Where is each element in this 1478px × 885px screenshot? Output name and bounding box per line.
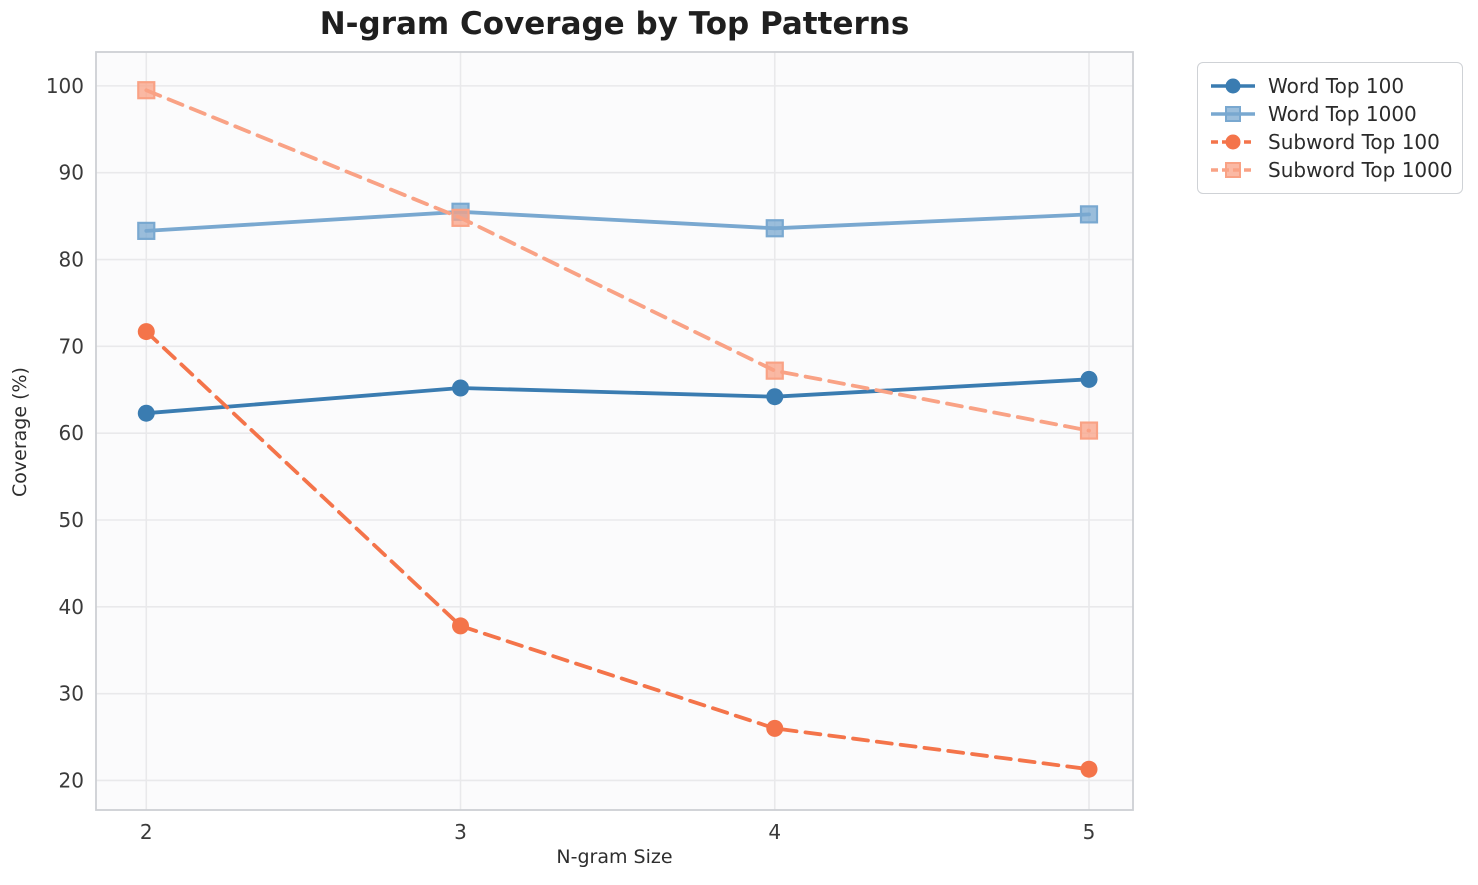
x-tick-label: 3 — [454, 820, 467, 844]
legend-item-word-top-100: Word Top 100 — [1210, 72, 1450, 100]
legend-label: Word Top 100 — [1268, 74, 1405, 98]
series-line-subword-top-100 — [144, 329, 1091, 772]
marker-circle-subword-top-100 — [137, 323, 155, 341]
series-line-subword-top-1000 — [144, 88, 1091, 433]
y-tick-label: 50 — [59, 508, 84, 532]
plot-area — [96, 52, 1133, 810]
legend-item-subword-top-100: Subword Top 100 — [1210, 128, 1450, 156]
legend-label: Subword Top 1000 — [1268, 158, 1453, 182]
marker-circle-subword-top-100 — [1080, 760, 1098, 778]
y-axis-label: Coverage (%) — [9, 367, 31, 497]
legend-item-word-top-1000: Word Top 1000 — [1210, 100, 1450, 128]
x-tick-label: 5 — [1083, 820, 1096, 844]
y-tick-label: 40 — [59, 595, 84, 619]
legend-label: Word Top 1000 — [1268, 102, 1417, 126]
legend-item-subword-top-1000: Subword Top 1000 — [1210, 156, 1453, 184]
marker-circle-subword-top-100 — [766, 719, 784, 737]
y-tick-label: 60 — [59, 421, 84, 445]
marker-square-subword-top-1000 — [765, 361, 784, 380]
marker-square-word-top-1000 — [1079, 205, 1099, 224]
marker-square-subword-top-1000 — [451, 208, 470, 227]
marker-square-word-top-1000 — [137, 221, 156, 240]
y-tick-label: 70 — [59, 334, 84, 358]
y-tick-label: 20 — [59, 768, 84, 792]
y-tick-label: 100 — [46, 74, 84, 98]
legend-swatch-icon — [1211, 162, 1255, 178]
legend-swatch-icon — [1211, 106, 1255, 122]
marker-square-subword-top-1000 — [137, 81, 156, 100]
series-line-word-top-100 — [144, 377, 1091, 416]
legend-swatch-icon — [1211, 78, 1255, 94]
marker-circle-word-top-100 — [1080, 370, 1098, 388]
legend-label: Subword Top 100 — [1268, 130, 1440, 154]
x-tick-label: 2 — [140, 820, 153, 844]
legend: Word Top 100 Word Top 1000 Subword Top 1… — [1197, 62, 1463, 194]
legend-swatch-icon — [1211, 134, 1255, 150]
marker-circle-subword-top-100 — [452, 617, 470, 635]
marker-circle-word-top-100 — [766, 388, 784, 406]
x-axis-label: N-gram Size — [556, 846, 673, 868]
marker-square-word-top-1000 — [765, 219, 784, 238]
x-tick-label: 4 — [768, 820, 781, 844]
chart-title: N-gram Coverage by Top Patterns — [319, 6, 910, 42]
marker-circle-word-top-100 — [452, 379, 470, 397]
marker-square-subword-top-1000 — [1079, 421, 1099, 440]
marker-circle-word-top-100 — [137, 404, 155, 422]
y-tick-label: 90 — [59, 161, 84, 185]
y-tick-label: 80 — [59, 248, 84, 272]
series-line-word-top-1000 — [144, 209, 1091, 233]
axes-spines — [95, 51, 1134, 811]
y-tick-label: 30 — [59, 682, 84, 706]
